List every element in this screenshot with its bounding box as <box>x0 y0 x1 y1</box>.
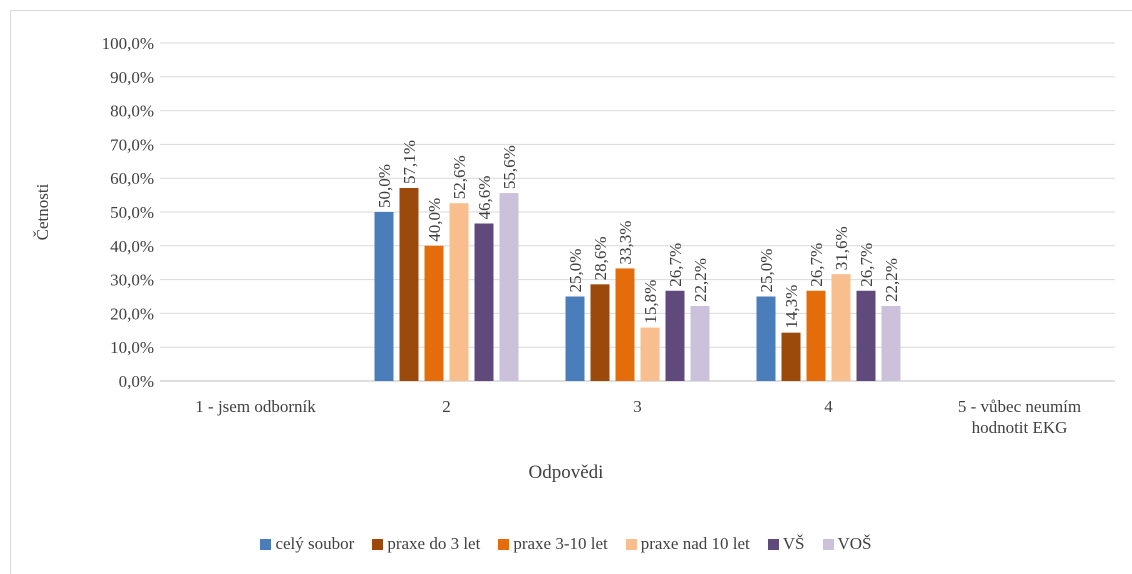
bar <box>399 188 419 381</box>
legend-swatch <box>498 538 510 550</box>
legend-item: praxe 3-10 let <box>498 534 608 554</box>
x-tick-label: 3 <box>633 397 642 416</box>
data-label: 14,3% <box>782 285 801 329</box>
bar <box>690 305 710 381</box>
y-tick-label: 100,0% <box>102 34 154 53</box>
legend-label: VŠ <box>782 534 805 553</box>
legend-item: VŠ <box>767 534 805 554</box>
data-label: 40,0% <box>425 198 444 242</box>
data-label: 33,3% <box>616 221 635 265</box>
data-label: 57,1% <box>400 140 419 184</box>
legend-label: celý soubor <box>275 534 355 553</box>
bar <box>831 274 851 381</box>
data-label: 22,2% <box>882 258 901 302</box>
data-label: 50,0% <box>375 164 394 208</box>
bar <box>374 212 394 381</box>
legend-item: celý soubor <box>260 534 354 554</box>
bar <box>665 290 685 381</box>
bar <box>424 245 444 381</box>
legend-item: praxe do 3 let <box>372 534 480 554</box>
legend-swatch <box>372 538 384 550</box>
y-tick-label: 40,0% <box>110 237 154 256</box>
bar <box>449 203 469 381</box>
y-tick-label: 60,0% <box>110 169 154 188</box>
data-label: 25,0% <box>566 249 585 293</box>
legend-swatch <box>625 538 637 550</box>
bar <box>565 296 585 381</box>
y-tick-label: 50,0% <box>110 203 154 222</box>
legend-swatch <box>767 538 779 550</box>
y-tick-label: 0,0% <box>119 372 154 391</box>
y-tick-label: 10,0% <box>110 338 154 357</box>
bar <box>856 290 876 381</box>
bar <box>499 193 519 381</box>
x-tick-label: 1 - jsem odborník <box>195 397 316 416</box>
data-label: 15,8% <box>641 280 660 324</box>
data-label: 26,7% <box>807 243 826 287</box>
data-label: 52,6% <box>450 155 469 199</box>
legend: celý soubor praxe do 3 let praxe 3-10 let p… <box>0 534 1132 554</box>
legend-label: praxe do 3 let <box>387 534 481 553</box>
bar <box>474 223 494 381</box>
data-label: 26,7% <box>666 243 685 287</box>
data-label: 22,2% <box>691 258 710 302</box>
y-tick-label: 80,0% <box>110 102 154 121</box>
bar <box>615 268 635 381</box>
y-tick-label: 20,0% <box>110 304 154 323</box>
x-tick-label: 5 - vůbec neumím hodnotit EKG <box>957 397 1082 437</box>
bar <box>881 305 901 381</box>
legend-label: praxe nad 10 let <box>640 534 750 553</box>
data-label: 26,7% <box>857 243 876 287</box>
legend-label: VOŠ <box>837 534 872 553</box>
legend-swatch <box>822 538 834 550</box>
legend-item: praxe nad 10 let <box>625 534 750 554</box>
y-axis-title: Četnosti <box>33 183 52 240</box>
bar <box>640 327 660 381</box>
bar <box>590 284 610 381</box>
x-tick-label: 4 <box>824 397 833 416</box>
x-tick-label: 2 <box>442 397 451 416</box>
legend-label: praxe 3-10 let <box>513 534 608 553</box>
y-tick-label: 90,0% <box>110 68 154 87</box>
data-label: 31,6% <box>832 226 851 270</box>
data-label: 46,6% <box>475 176 494 220</box>
x-axis-title: Odpovědi <box>529 462 604 483</box>
legend-swatch <box>260 538 272 550</box>
data-label: 28,6% <box>591 236 610 280</box>
y-tick-label: 30,0% <box>110 271 154 290</box>
y-tick-label: 70,0% <box>110 135 154 154</box>
data-label: 25,0% <box>757 249 776 293</box>
bar <box>806 290 826 381</box>
legend-item: VOŠ <box>822 534 872 554</box>
bar <box>781 332 801 381</box>
chart-border <box>10 10 1132 574</box>
bar <box>756 296 776 381</box>
data-label: 55,6% <box>500 145 519 189</box>
